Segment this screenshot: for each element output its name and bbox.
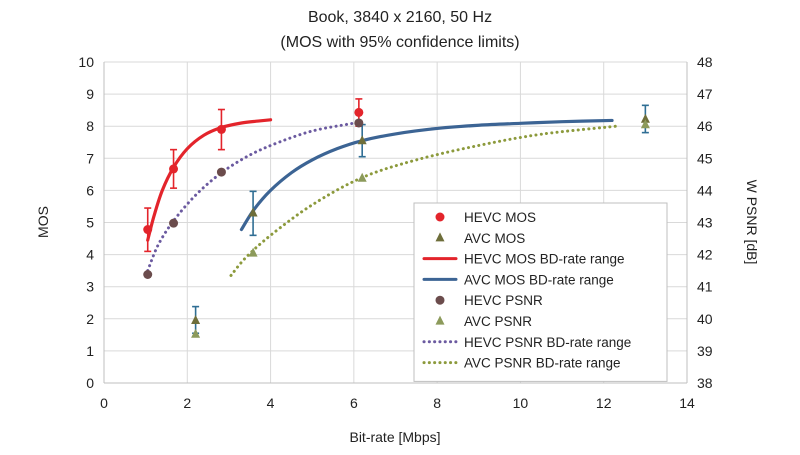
x-tick-label: 4 <box>267 395 275 411</box>
legend: HEVC MOS AVC MOS HEVC MOS BD-rate range AVC… <box>413 202 668 382</box>
legend-swatch <box>435 315 445 325</box>
x-tick-label: 0 <box>100 395 108 411</box>
x-tick-label: 6 <box>350 395 358 411</box>
y-tick-label: 1 <box>86 343 94 359</box>
y-tick-label: 5 <box>86 215 94 231</box>
y-tick-label: 7 <box>86 150 94 166</box>
x-tick-label: 12 <box>596 395 612 411</box>
y2-axis-title: W PSNR [dB] <box>744 180 760 265</box>
avc-psnr-point <box>248 247 258 257</box>
y2-tick-label: 42 <box>697 247 713 263</box>
y2-tick-label: 46 <box>697 118 713 134</box>
y-tick-label: 4 <box>86 247 94 263</box>
legend-label: AVC MOS <box>464 231 525 246</box>
avc-mos-point <box>248 207 258 217</box>
legend-label: AVC PSNR BD-rate range <box>464 356 621 371</box>
hevc-psnr-point <box>216 167 226 177</box>
legend-label: AVC PSNR <box>464 314 532 329</box>
hevc-mos-point <box>354 107 364 117</box>
y-tick-label: 9 <box>86 86 94 102</box>
x-tick-label: 8 <box>433 395 441 411</box>
y2-tick-label: 47 <box>697 86 713 102</box>
hevc-mos-bd-rate-range-line <box>146 118 273 242</box>
hevc-mos-point <box>169 164 179 174</box>
hevc-psnr-point <box>354 118 364 128</box>
y2-tick-label: 44 <box>697 182 713 198</box>
y2-tick-label: 43 <box>697 215 713 231</box>
y2-tick-label: 45 <box>697 150 713 166</box>
y2-tick-label: 39 <box>697 343 713 359</box>
avc-psnr-point <box>191 328 201 338</box>
y2-tick-label: 40 <box>697 311 713 327</box>
avc-mos-point <box>640 113 650 123</box>
hevc-psnr-point <box>169 218 179 228</box>
avc-mos-point <box>357 135 367 145</box>
legend-label: HEVC PSNR BD-rate range <box>464 335 631 350</box>
x-tick-label: 14 <box>679 395 695 411</box>
hevc-psnr-point <box>143 270 153 280</box>
legend-swatch <box>435 212 445 222</box>
series <box>143 98 650 338</box>
y2-tick-label: 38 <box>697 375 713 391</box>
legend-label: AVC MOS BD-rate range <box>464 272 614 287</box>
avc-psnr-point <box>640 119 650 129</box>
x-tick-label: 2 <box>183 395 191 411</box>
legend-swatch <box>435 232 445 242</box>
hevc-psnr-bd-rate-range-line <box>146 120 362 273</box>
chart-subtitle: (MOS with 95% confidence limits) <box>280 34 519 51</box>
x-tick-label: 10 <box>513 395 529 411</box>
legend-label: HEVC MOS BD-rate range <box>464 252 625 267</box>
y-tick-label: 0 <box>86 375 94 391</box>
y-tick-label: 6 <box>86 182 94 198</box>
y-tick-label: 10 <box>78 54 94 70</box>
legend-box <box>413 202 668 382</box>
x-axis-title: Bit-rate [Mbps] <box>349 429 440 445</box>
y2-tick-label: 41 <box>697 279 713 295</box>
y-tick-label: 8 <box>86 118 94 134</box>
y2-tick-label: 48 <box>697 54 713 70</box>
legend-label: HEVC PSNR <box>464 293 543 308</box>
legend-swatch <box>435 295 445 305</box>
hevc-mos-point <box>143 225 153 235</box>
hevc-mos-point <box>216 124 226 134</box>
y-tick-label: 3 <box>86 279 94 295</box>
avc-psnr-point <box>357 172 367 182</box>
y-tick-label: 2 <box>86 311 94 327</box>
legend-label: HEVC MOS <box>464 210 536 225</box>
y-axis-title: MOS <box>35 206 51 238</box>
avc-mos-point <box>191 315 201 324</box>
chart-title: Book, 3840 x 2160, 50 Hz <box>308 9 492 26</box>
